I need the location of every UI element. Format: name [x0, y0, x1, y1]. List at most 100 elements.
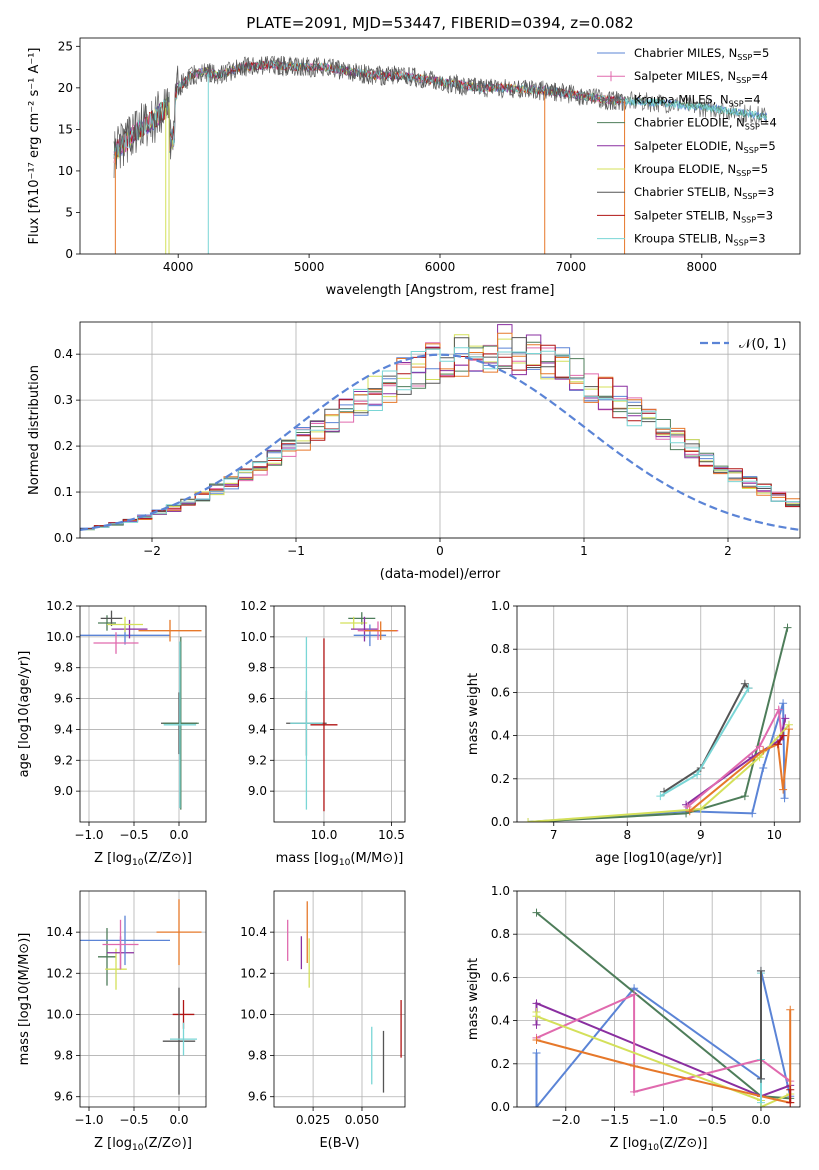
ticks: 10.0 10.5 9.0 9.2 9.4 9.6 9.8 10.0 10.2: [240, 599, 405, 842]
y-tick-label: 10.4: [240, 925, 267, 939]
y-tick-label: 10.2: [46, 966, 73, 980]
y-tick-label: 1.0: [491, 599, 510, 613]
plus-marker: [779, 731, 788, 740]
y-tick-label: 0.0: [491, 1100, 510, 1114]
plus-marker: [532, 1103, 541, 1107]
plus-marker: [756, 1074, 765, 1083]
x-axis-label: (data-model)/error: [380, 567, 501, 582]
axes-frame: [273, 605, 406, 823]
y-tick-label: 10.4: [46, 925, 73, 939]
y-tick-label: 0.3: [54, 393, 73, 407]
y-tick-label: 0: [65, 247, 73, 261]
plus-marker: [783, 623, 792, 632]
ticks: 4000 5000 6000 7000 8000 0 5 10 15 20 25: [58, 39, 717, 274]
plus-marker: [756, 1098, 765, 1107]
plus-marker: [656, 792, 665, 801]
mass-vs-ebv-panel: 0.025 0.050 9.6 9.8 10.0 10.2 10.4 E(B-V): [240, 890, 406, 1151]
ticks: 7 8 9 10 0.0 0.2 0.4 0.6 0.8 1.0: [491, 599, 782, 842]
plus-marker: [756, 966, 765, 975]
plus-marker: [532, 1020, 541, 1029]
y-tick-label: 9.8: [248, 1049, 267, 1063]
ticks: −2 −1 0 1 2 0.0 0.1 0.2 0.3 0.4: [54, 347, 732, 558]
x-tick-label: 0.0: [751, 1113, 770, 1127]
plus-marker: [779, 785, 788, 794]
mass-weight-line: [535, 970, 792, 1107]
x-tick-label: 10.0: [311, 828, 338, 842]
plus-marker: [784, 725, 793, 734]
y-tick-label: 9.2: [248, 753, 267, 767]
plus-marker: [740, 792, 749, 801]
y-tick-label: 10.0: [240, 630, 267, 644]
legend-label: Salpeter STELIB, NSSP=3: [634, 208, 773, 224]
x-tick-label: 9: [697, 828, 705, 842]
y-axis-label: mass weight: [466, 958, 481, 1040]
y-tick-label: 9.4: [54, 722, 73, 736]
ticks: −1.0 −0.5 0.0 9.0 9.2 9.4 9.6 9.8 10.0 10.2: [46, 599, 188, 842]
y-tick-label: 10.0: [240, 1007, 267, 1021]
residual-histogram-panel: −2 −1 0 1 2 0.0 0.1 0.2 0.3 0.4 𝒩(0, 1) (data-model…: [27, 321, 801, 582]
x-tick-label: 10.5: [378, 828, 405, 842]
mass-weight-vs-age-panel: 7 8 9 10 0.0 0.2 0.4 0.6 0.8 1.0 age [log10(age/yr…: [466, 599, 801, 866]
y-tick-label: 0.1: [54, 485, 73, 499]
y-tick-label: 0.4: [491, 1014, 510, 1028]
plus-marker: [524, 818, 533, 822]
y-tick-label: 9.4: [248, 722, 267, 736]
y-tick-label: 5: [65, 205, 73, 219]
y-tick-label: 0.4: [54, 347, 73, 361]
plus-marker: [693, 770, 702, 779]
y-tick-label: 10.0: [46, 630, 73, 644]
x-tick-label: 0: [436, 544, 444, 558]
y-tick-label: 10.2: [46, 599, 73, 613]
y-tick-label: 15: [58, 122, 73, 136]
y-tick-label: 0.8: [491, 642, 510, 656]
plus-marker: [781, 714, 790, 723]
y-tick-label: 0.2: [491, 1057, 510, 1071]
axes-frame: [79, 605, 207, 823]
grid: [274, 891, 405, 1107]
axes-frame: [516, 890, 801, 1108]
y-tick-label: 10.0: [46, 1007, 73, 1021]
x-tick-label: 0.0: [169, 828, 188, 842]
x-tick-label: −2: [143, 544, 161, 558]
plus-marker: [685, 807, 694, 816]
y-tick-label: 0.0: [491, 815, 510, 829]
y-tick-label: 9.6: [54, 1090, 73, 1104]
plus-marker: [532, 908, 541, 917]
axes-frame: [273, 890, 406, 1108]
plot-area: [80, 324, 800, 531]
plus-marker: [532, 1049, 541, 1057]
grid: [274, 605, 405, 822]
plot-area: [287, 901, 402, 1093]
ticks: 0.025 0.050 9.6 9.8 10.0 10.2 10.4: [240, 925, 379, 1127]
x-tick-label: 7: [550, 828, 558, 842]
ticks: −1.0 −0.5 0.0 9.6 9.8 10.0 10.2 10.4: [46, 925, 188, 1127]
plus-marker: [780, 794, 789, 803]
spectrum-panel: 4000 5000 6000 7000 8000 0 5 10 15 20 25 wavelength…: [27, 37, 801, 298]
plus-marker: [630, 1087, 639, 1096]
legend-label: Kroupa ELODIE, NSSP=5: [634, 162, 768, 178]
x-tick-label: 0.025: [296, 1113, 330, 1127]
x-tick-label: 5000: [294, 260, 325, 274]
legend-label: Chabrier STELIB, NSSP=3: [634, 185, 774, 201]
x-axis-label: E(B-V): [319, 1136, 359, 1151]
plus-marker: [755, 742, 764, 751]
age-vs-metallicity-panel: −1.0 −0.5 0.0 9.0 9.2 9.4 9.6 9.8 10.0 10.2 Z [log…: [17, 599, 207, 868]
plus-marker: [696, 805, 705, 814]
x-tick-label: −0.5: [119, 1113, 148, 1127]
x-axis-label: mass [log10(M/M⊙)]: [276, 851, 404, 868]
figure-title: PLATE=2091, MJD=53447, FIBERID=0394, z=0…: [246, 14, 633, 32]
plot-area: [286, 612, 399, 812]
mass-weight-line: [777, 735, 784, 745]
y-tick-label: 0.8: [491, 927, 510, 941]
x-tick-label: 8: [623, 828, 631, 842]
legend: Chabrier MILES, NSSP=5 Salpeter MILES, NS…: [597, 46, 777, 248]
plot-area: [524, 623, 793, 822]
mass-vs-metallicity-panel: −1.0 −0.5 0.0 9.6 9.8 10.0 10.2 10.4 Z [log10(Z/…: [17, 890, 207, 1153]
mass-weight-vs-metallicity-panel: −2.0 −1.5 −1.0 −0.5 0.0 0.0 0.2 0.4 0.6 0.8 1.0 Z […: [466, 884, 801, 1153]
y-tick-label: 9.0: [54, 784, 73, 798]
plus-marker: [740, 679, 749, 688]
x-tick-label: −0.5: [698, 1113, 727, 1127]
plus-marker: [759, 764, 768, 772]
y-axis-label: mass weight: [466, 673, 481, 755]
y-tick-label: 0.2: [491, 772, 510, 786]
